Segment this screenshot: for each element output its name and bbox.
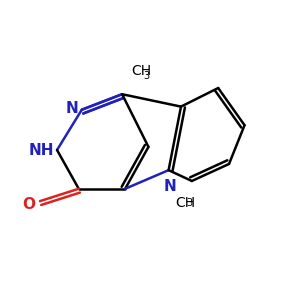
- Text: 3: 3: [187, 198, 193, 208]
- Text: N: N: [164, 179, 176, 194]
- Text: CH: CH: [131, 64, 152, 78]
- Text: O: O: [22, 197, 35, 212]
- Text: N: N: [65, 101, 78, 116]
- Text: 3: 3: [143, 70, 149, 81]
- Text: NH: NH: [28, 142, 54, 158]
- Text: CH: CH: [175, 196, 195, 210]
